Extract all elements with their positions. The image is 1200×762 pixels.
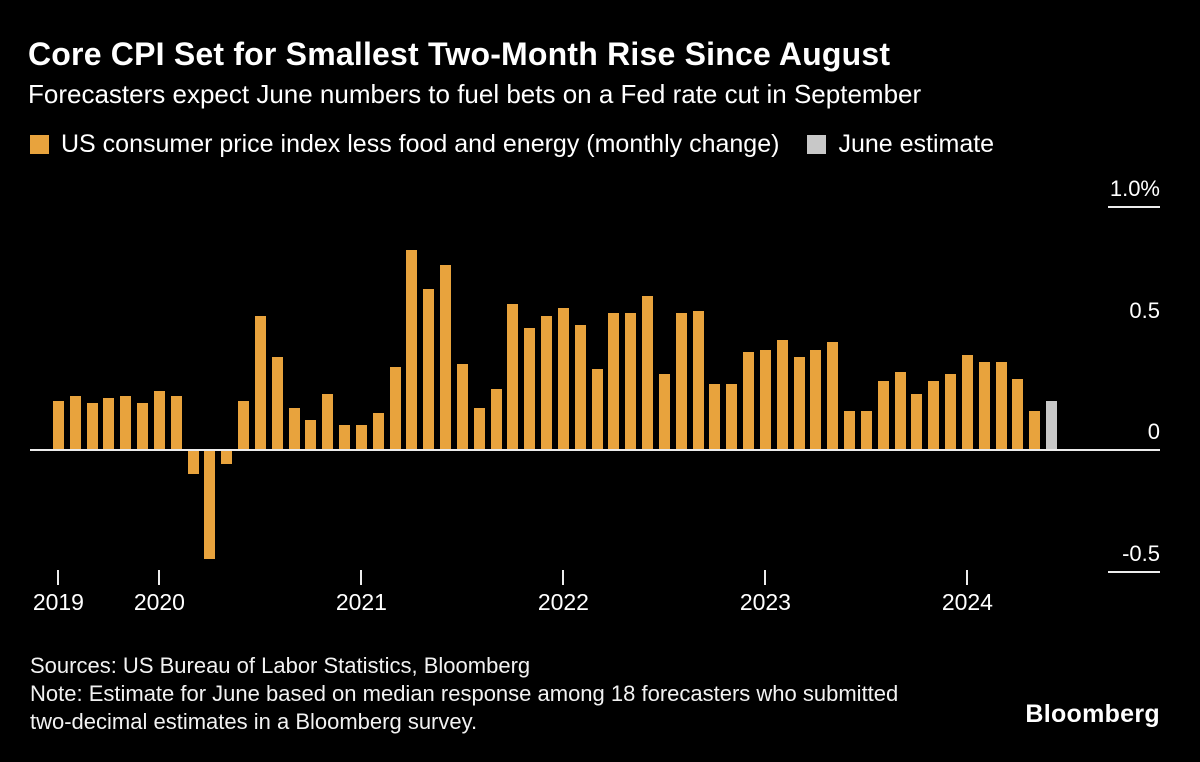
cpi-series-swatch (30, 135, 49, 154)
cpi-bar (103, 398, 115, 450)
cpi-bar (389, 366, 401, 450)
x-axis-tick (360, 570, 363, 585)
y-gridline-stub (1108, 570, 1160, 573)
x-axis-label: 2023 (739, 589, 791, 615)
cpi-bar (978, 361, 990, 450)
cpi-bar (945, 374, 957, 450)
cpi-bar (793, 357, 805, 450)
cpi-bar (221, 449, 233, 464)
cpi-bar (961, 354, 973, 450)
cpi-bar (877, 381, 889, 450)
cpi-bar (238, 400, 250, 450)
x-axis-tick (764, 570, 767, 585)
x-axis-tick (562, 570, 565, 585)
y-axis-label: -0.5 (1122, 540, 1160, 566)
cpi-bar (355, 425, 367, 450)
cpi-bar (709, 383, 721, 450)
footer: Sources: US Bureau of Labor Statistics, … (30, 652, 930, 736)
cpi-bar (642, 296, 654, 450)
y-axis-label: 0.5 (1129, 297, 1160, 323)
cpi-bar (339, 425, 351, 450)
y-axis-label: 0 (1147, 419, 1160, 445)
cpi-bar (507, 303, 519, 450)
cpi-bar (591, 369, 603, 450)
legend-item-estimate: June estimate (807, 130, 994, 159)
cpi-bar (69, 395, 81, 450)
cpi-bar (608, 313, 620, 450)
cpi-bar (844, 410, 856, 450)
x-axis-tick (158, 570, 161, 585)
cpi-bar (574, 325, 586, 450)
x-axis-label: 2022 (537, 589, 589, 615)
cpi-bar (658, 374, 670, 450)
cpi-bar (473, 408, 485, 450)
cpi-bar (894, 371, 906, 450)
x-axis-label: 2021 (335, 589, 387, 615)
cpi-bar (776, 340, 788, 450)
cpi-bar (743, 352, 755, 450)
cpi-bar (541, 315, 553, 450)
cpi-bar (153, 391, 165, 450)
cpi-bar (170, 395, 182, 450)
y-gridline-stub (1108, 206, 1160, 209)
cpi-bar (406, 250, 418, 450)
cpi-bar (675, 313, 687, 450)
x-axis-label: 2020 (133, 589, 185, 615)
cpi-bar (137, 403, 149, 450)
cpi-bar (120, 395, 132, 450)
cpi-bar (911, 393, 923, 450)
estimate-bar (1046, 400, 1058, 450)
plot-area (50, 170, 1060, 600)
x-axis-tick (57, 570, 60, 585)
cpi-bar (1012, 378, 1024, 450)
page-subtitle: Forecasters expect June numbers to fuel … (28, 79, 922, 109)
cpi-bar (288, 408, 300, 450)
cpi-bar (625, 313, 637, 450)
y-axis-label: 1.0% (1109, 176, 1160, 202)
legend-label-estimate: June estimate (838, 130, 995, 158)
cpi-bar (524, 327, 536, 450)
cpi-bar (557, 308, 569, 450)
x-axis-tick (966, 570, 969, 585)
legend-label-cpi: US consumer price index less food and en… (61, 130, 780, 158)
cpi-bar (372, 412, 384, 450)
cpi-bar (204, 449, 216, 559)
cpi-bar (271, 357, 283, 450)
x-axis-label: 2024 (941, 589, 993, 615)
cpi-bar (440, 264, 452, 450)
x-axis-label: 2019 (32, 589, 84, 615)
cpi-bar (322, 393, 334, 450)
cpi-bar (827, 342, 839, 450)
cpi-bar (423, 289, 435, 450)
cpi-bar (692, 310, 704, 450)
page-title: Core CPI Set for Smallest Two-Month Rise… (28, 36, 891, 72)
cpi-bar (254, 315, 266, 450)
bloomberg-logo: Bloomberg (1025, 700, 1160, 728)
cpi-bar (86, 403, 98, 450)
cpi-bar (52, 400, 64, 450)
sources-text: Sources: US Bureau of Labor Statistics, … (30, 653, 531, 678)
legend: US consumer price index less food and en… (30, 130, 994, 159)
cpi-bar (726, 383, 738, 450)
cpi-bar (860, 410, 872, 450)
cpi-bar (187, 449, 199, 474)
cpi-bar (810, 349, 822, 450)
cpi-bar (456, 364, 468, 450)
note-text: Note: Estimate for June based on median … (30, 680, 899, 734)
cpi-bar (995, 361, 1007, 450)
legend-item-cpi: US consumer price index less food and en… (30, 130, 779, 159)
cpi-bar (305, 420, 317, 450)
cpi-bar (1029, 410, 1041, 450)
estimate-series-swatch (807, 135, 827, 154)
cpi-bar (759, 349, 771, 450)
zero-baseline (30, 449, 1160, 451)
cpi-bar (490, 388, 502, 450)
cpi-bar (928, 381, 940, 450)
